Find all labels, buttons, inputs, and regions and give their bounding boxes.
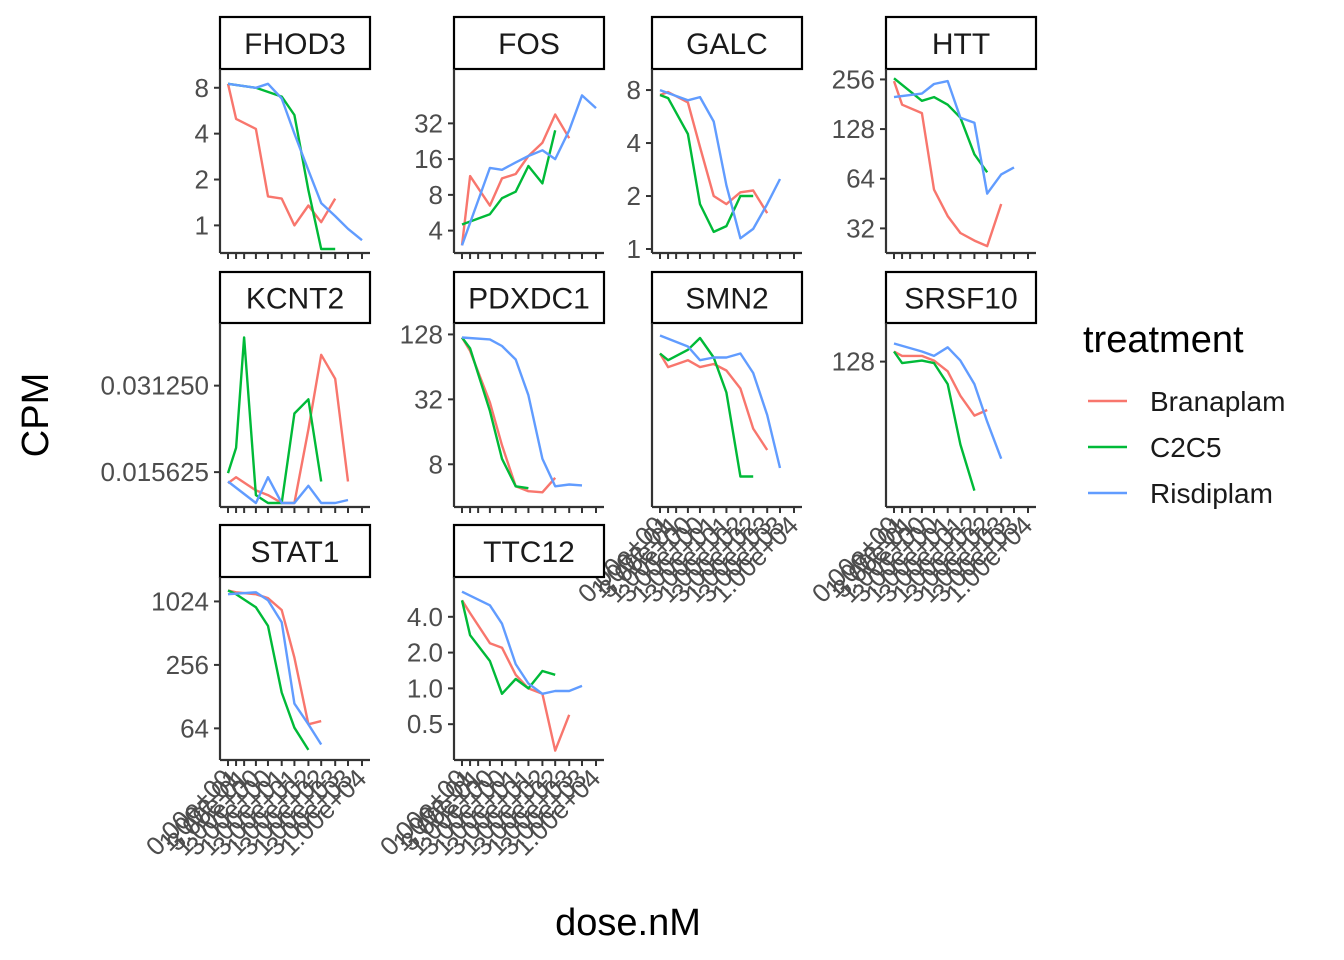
facet-panel-smn2: SMN20.00e+001.00e-013.00e-011.00e+003.00… bbox=[572, 270, 804, 608]
y-tick-label: 64 bbox=[846, 164, 875, 194]
series-line-branaplam bbox=[460, 599, 571, 752]
facet-strip-label: SMN2 bbox=[685, 283, 768, 316]
facet-panel-htt: HTT 32 64 128 256 bbox=[832, 15, 1038, 259]
series-line-risdiplam bbox=[461, 336, 583, 488]
facet-strip-label: KCNT2 bbox=[246, 283, 344, 316]
y-tick-label: 4 bbox=[195, 119, 209, 149]
y-tick-label: 128 bbox=[400, 319, 443, 349]
series-line-risdiplam bbox=[461, 590, 583, 695]
series-line-branaplam bbox=[460, 336, 557, 494]
facet-strip-label: HTT bbox=[932, 28, 990, 61]
series-line-branaplam bbox=[460, 113, 571, 246]
y-tick-label: 128 bbox=[832, 114, 875, 144]
y-tick-label: 8 bbox=[429, 180, 443, 210]
series-line-branaplam bbox=[892, 80, 1003, 248]
facet-strip bbox=[452, 523, 606, 579]
facet-strip bbox=[650, 15, 804, 71]
facet-panels: FHOD3 1 2 4 8 FOS 4 8 16 32 GALC 1 2 4 8 HTT 32 64 128 256 K… bbox=[101, 15, 1038, 861]
facet-strip bbox=[650, 270, 804, 325]
y-tick-label: 256 bbox=[832, 64, 875, 94]
series-line-c2c5 bbox=[461, 336, 529, 490]
y-tick-label: 256 bbox=[166, 650, 209, 680]
series-line-branaplam bbox=[893, 350, 988, 417]
y-tick-label: 1 bbox=[627, 234, 641, 264]
series-line-risdiplam bbox=[227, 591, 323, 746]
series-line-c2c5 bbox=[893, 77, 989, 173]
facet-strip bbox=[884, 15, 1038, 71]
legend-label-c2c5: C2C5 bbox=[1150, 432, 1222, 463]
facet-panel-fhod3: FHOD3 1 2 4 8 bbox=[195, 15, 372, 259]
y-tick-label: 1024 bbox=[151, 586, 209, 616]
series-line-c2c5 bbox=[659, 336, 754, 478]
legend-title: treatment bbox=[1083, 319, 1244, 361]
series-line-risdiplam bbox=[227, 476, 349, 505]
facet-strip-label: TTC12 bbox=[483, 536, 575, 569]
y-tick-label: 128 bbox=[832, 347, 875, 377]
x-axis-title: dose.nM bbox=[555, 902, 701, 944]
series-line-risdiplam bbox=[893, 342, 1003, 460]
facet-strip-label: STAT1 bbox=[251, 536, 340, 569]
legend-label-risdiplam: Risdiplam bbox=[1150, 478, 1273, 509]
y-tick-label: 8 bbox=[429, 449, 443, 479]
facet-strip bbox=[218, 523, 372, 579]
y-tick-label: 2.0 bbox=[407, 638, 443, 668]
series-line-risdiplam bbox=[460, 94, 597, 246]
facet-panel-ttc12: TTC120.51.02.04.00.00e+001.00e-013.00e-0… bbox=[374, 523, 606, 861]
y-tick-label: 32 bbox=[846, 213, 875, 243]
facet-panel-pdxdc1: PDXDC1 8 32 128 bbox=[400, 270, 606, 513]
legend: treatment Branaplam C2C5 Risdiplam bbox=[1083, 319, 1285, 509]
facet-strip bbox=[884, 270, 1038, 325]
facet-strip-label: FOS bbox=[498, 28, 560, 61]
y-axis-title: CPM bbox=[15, 373, 57, 457]
series-line-c2c5 bbox=[227, 82, 336, 251]
facet-strip bbox=[218, 15, 372, 71]
series-line-branaplam bbox=[658, 352, 769, 451]
series-line-risdiplam bbox=[659, 334, 782, 469]
y-tick-label: 8 bbox=[627, 75, 641, 105]
y-tick-label: 4 bbox=[627, 128, 641, 158]
facet-strip bbox=[218, 270, 372, 325]
facet-strip-label: SRSF10 bbox=[904, 283, 1017, 316]
series-line-c2c5 bbox=[460, 600, 556, 695]
series-line-risdiplam bbox=[227, 82, 363, 242]
series-line-branaplam bbox=[226, 83, 337, 227]
y-tick-label: 16 bbox=[414, 144, 443, 174]
y-tick-label: 1.0 bbox=[407, 673, 443, 703]
y-tick-label: 1 bbox=[195, 210, 209, 240]
facet-strip-label: PDXDC1 bbox=[468, 283, 590, 316]
facet-strip-label: FHOD3 bbox=[244, 28, 346, 61]
facet-panel-stat1: STAT16425610240.00e+001.00e-013.00e-011.… bbox=[140, 523, 372, 861]
y-tick-label: 0.031250 bbox=[101, 371, 209, 401]
series-line-risdiplam bbox=[893, 79, 1015, 195]
series-line-risdiplam bbox=[659, 88, 782, 240]
y-tick-label: 64 bbox=[180, 713, 209, 743]
series-line-c2c5 bbox=[226, 336, 323, 505]
y-tick-label: 4 bbox=[429, 216, 443, 246]
y-tick-label: 2 bbox=[627, 181, 641, 211]
facet-strip-label: GALC bbox=[686, 28, 768, 61]
legend-label-branaplam: Branaplam bbox=[1150, 386, 1285, 417]
y-tick-label: 8 bbox=[195, 73, 209, 103]
series-line-c2c5 bbox=[659, 93, 754, 234]
y-tick-label: 0.015625 bbox=[101, 457, 209, 487]
series-line-c2c5 bbox=[893, 350, 976, 491]
facet-strip bbox=[452, 15, 606, 71]
y-tick-label: 4.0 bbox=[407, 602, 443, 632]
y-tick-label: 0.5 bbox=[407, 709, 443, 739]
facet-panel-galc: GALC 1 2 4 8 bbox=[627, 15, 804, 264]
facet-strip bbox=[452, 270, 606, 325]
facet-panel-srsf10: SRSF101280.00e+001.00e-013.00e-011.00e+0… bbox=[806, 270, 1038, 608]
facet-panel-fos: FOS 4 8 16 32 bbox=[414, 15, 606, 259]
y-tick-label: 32 bbox=[414, 108, 443, 138]
y-tick-label: 32 bbox=[414, 384, 443, 414]
series-line-c2c5 bbox=[461, 130, 557, 226]
facet-panel-kcnt2: KCNT2 0.015625 0.031250 bbox=[101, 270, 372, 513]
y-tick-label: 2 bbox=[195, 165, 209, 195]
